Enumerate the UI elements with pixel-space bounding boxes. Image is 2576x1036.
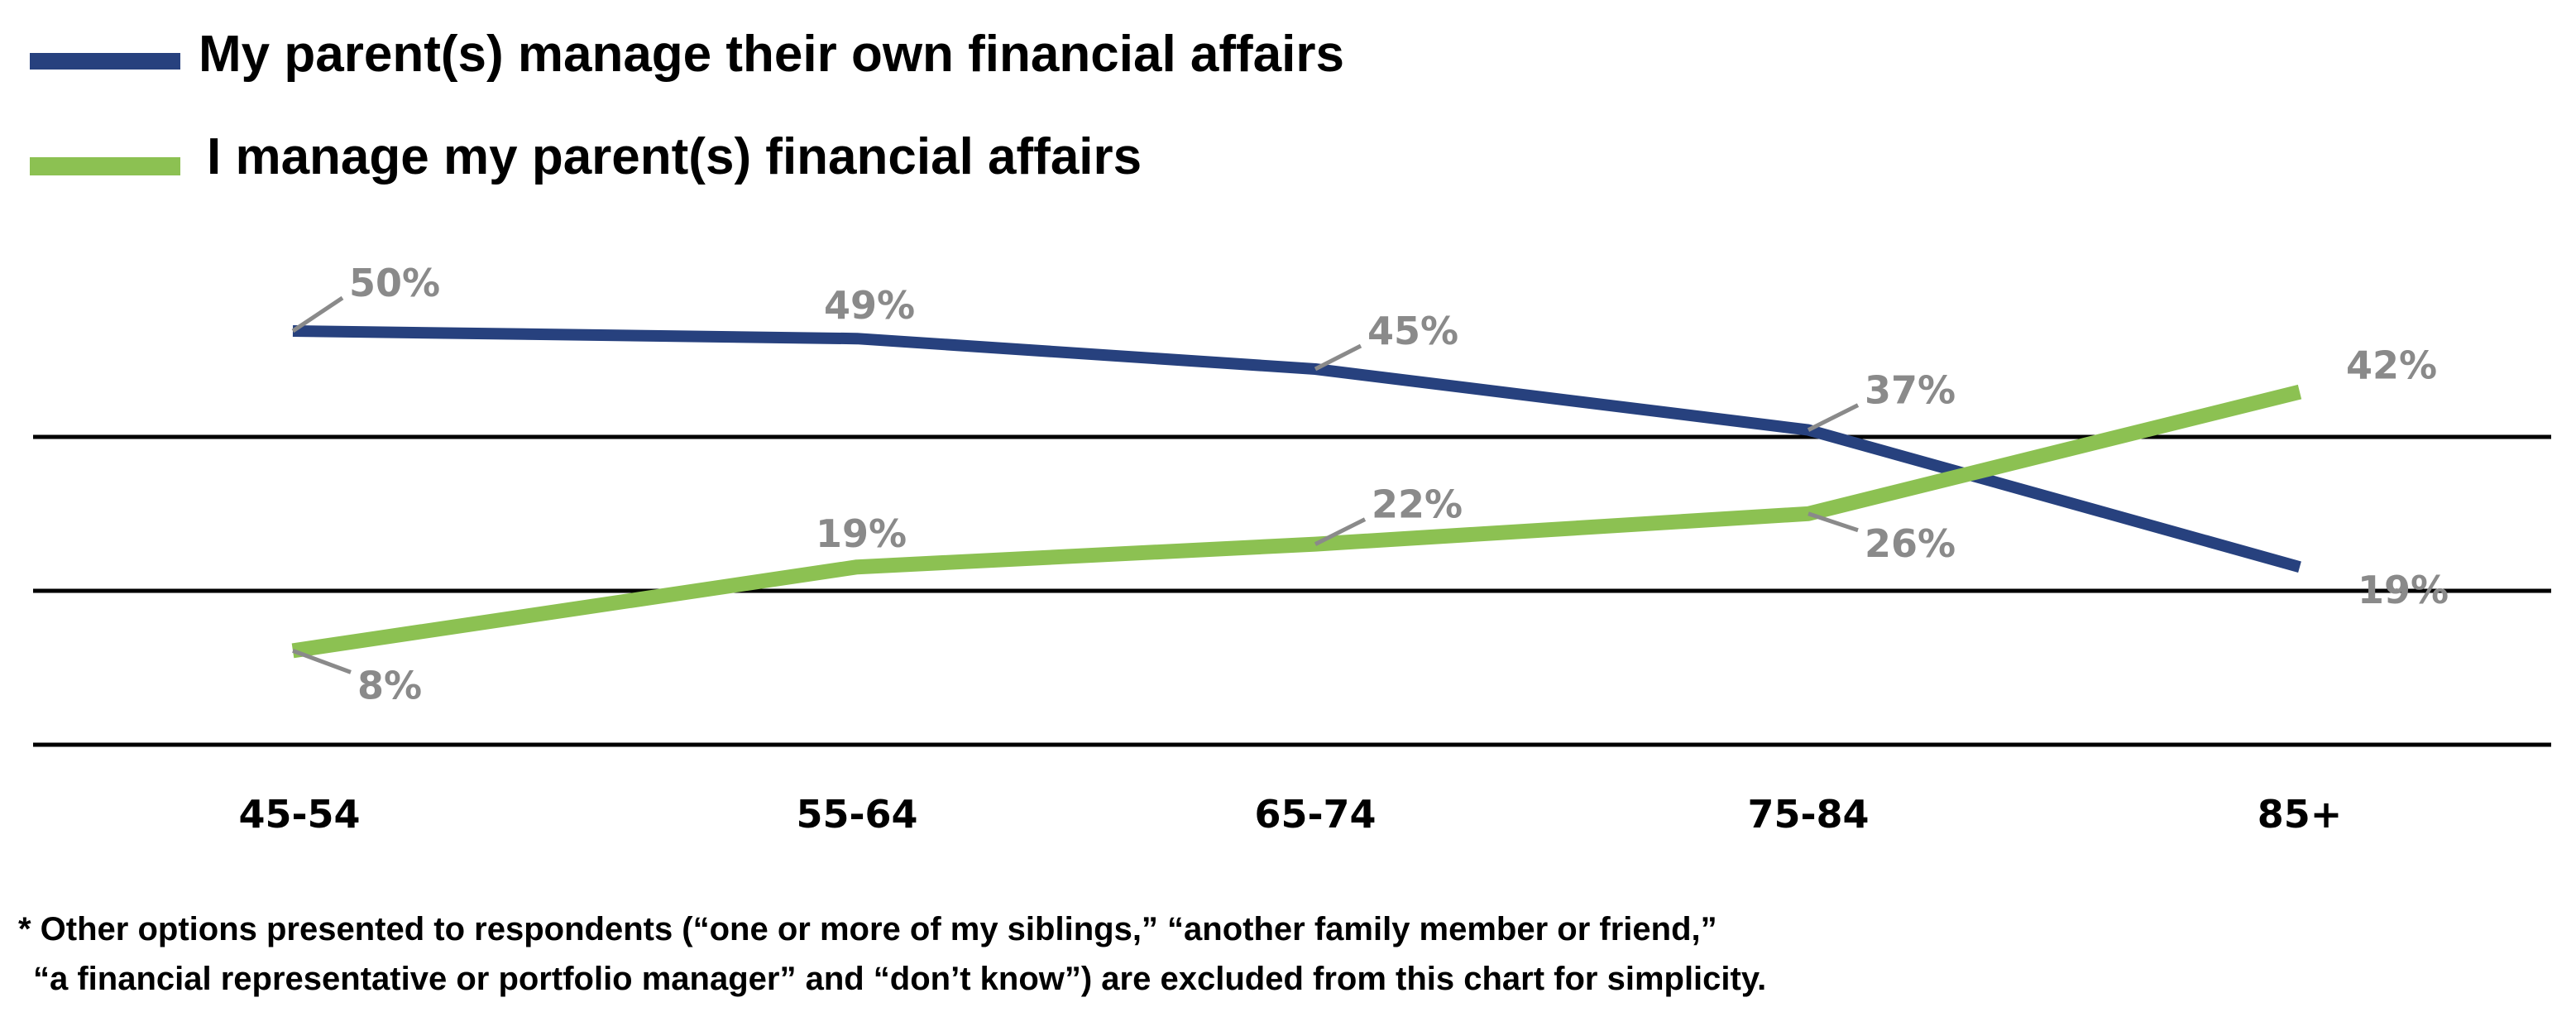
data-labels: 50% 49% 45% 37% 19% 8% 19% 22% 26% 42% [291, 261, 2449, 707]
series-line-own [292, 325, 2301, 573]
x-tick-label-2: 55-64 [796, 792, 917, 837]
legend-swatch-managed [30, 157, 180, 175]
x-tick-label-4: 75-84 [1747, 792, 1869, 837]
data-label-own-5: 19% [2358, 568, 2449, 612]
x-axis-ticks: 45-54 55-64 65-74 75-84 85+ [238, 792, 2342, 837]
x-tick-label-5: 85+ [2258, 792, 2343, 837]
footnote-line-2: “a financial representative or portfolio… [33, 961, 1766, 997]
series-line-managed [291, 384, 2302, 659]
data-label-managed-4: 26% [1865, 521, 1956, 566]
series-lines [291, 325, 2302, 659]
legend-item-own: My parent(s) manage their own financial … [30, 26, 1344, 83]
leader-line-managed-4 [1808, 511, 1859, 533]
legend-item-managed: I manage my parent(s) financial affairs [30, 128, 1142, 185]
data-label-own-3: 45% [1367, 309, 1458, 353]
leader-line-own-4 [1807, 403, 1860, 432]
data-label-managed-5: 42% [2346, 343, 2437, 388]
footnote: * Other options presented to respondents… [18, 911, 1766, 997]
data-label-own-1: 50% [349, 261, 440, 305]
x-tick-label-3: 65-74 [1254, 792, 1376, 837]
data-label-managed-1: 8% [357, 663, 422, 707]
x-tick-label-1: 45-54 [238, 792, 360, 837]
legend-label-own: My parent(s) manage their own financial … [199, 26, 1344, 83]
legend-swatch-own [30, 53, 180, 70]
leader-line-own-3 [1314, 343, 1362, 372]
legend: My parent(s) manage their own financial … [30, 26, 1344, 185]
data-label-own-2: 49% [824, 283, 915, 328]
leader-line-managed-1 [292, 649, 352, 674]
data-label-managed-3: 22% [1372, 482, 1463, 527]
footnote-line-1: * Other options presented to respondents… [18, 911, 1717, 947]
data-label-own-4: 37% [1865, 368, 1956, 413]
legend-label-managed: I manage my parent(s) financial affairs [207, 128, 1142, 185]
data-label-managed-2: 19% [816, 511, 907, 556]
leader-line-own-1 [291, 295, 344, 333]
leader-line-managed-3 [1314, 517, 1367, 546]
